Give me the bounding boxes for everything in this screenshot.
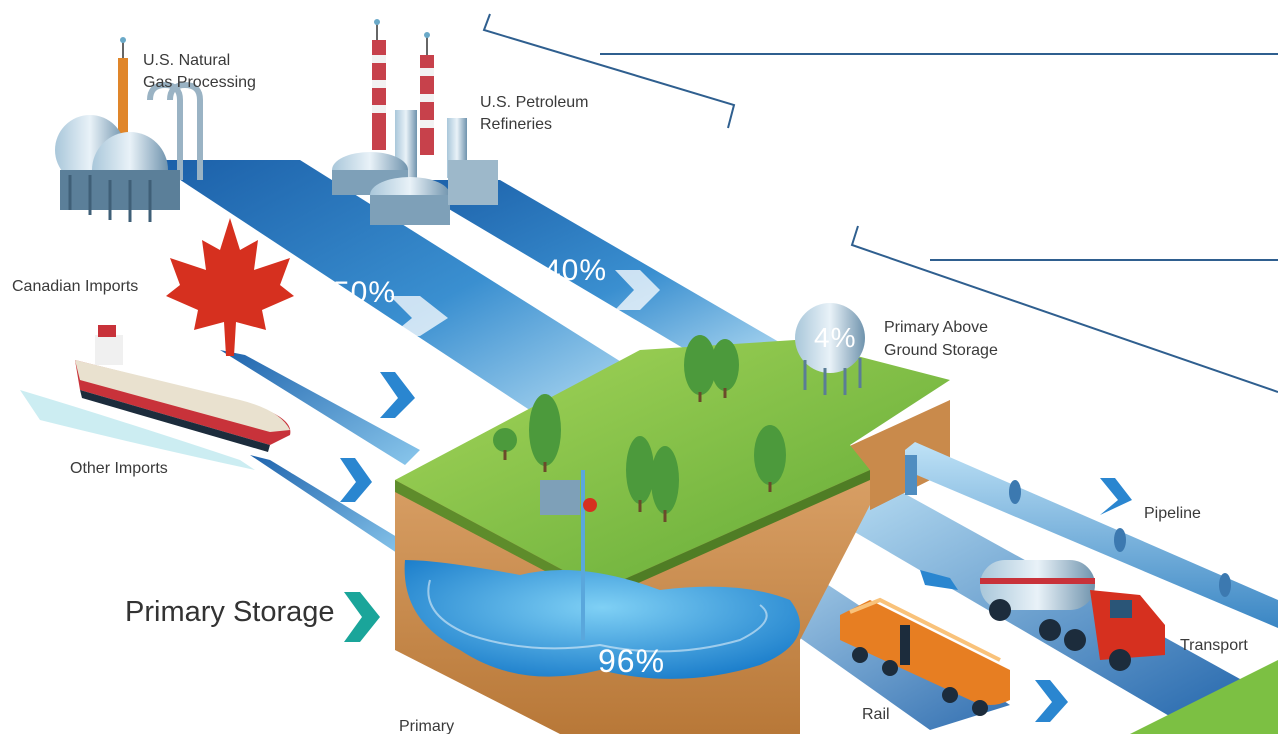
tanker-ship-illustration — [20, 325, 291, 470]
canadian-imports-label: Canadian Imports — [12, 278, 139, 295]
other-imports-percent: 3% — [288, 448, 334, 481]
above-ground-tank-illustration — [795, 303, 865, 395]
refineries-flow — [400, 180, 810, 370]
rail-car-illustration — [840, 597, 1010, 716]
underground-percent: 96% — [598, 643, 666, 679]
maple-leaf-icon — [166, 218, 294, 356]
bracket-line-middle — [850, 225, 1278, 393]
above-ground-storage-label: Primary Above Ground Storage — [884, 319, 998, 359]
above-ground-percent: 4% — [814, 322, 857, 353]
natural-gas-percent: 50% — [333, 276, 397, 309]
natural-gas-flow — [150, 160, 650, 430]
canadian-imports-flow — [220, 350, 420, 465]
natural-gas-label: U.S. Natural Gas Processing — [143, 52, 256, 91]
transport-label: Transport — [1180, 637, 1248, 654]
pipeline-illustration — [905, 442, 1278, 628]
flow-chevrons — [390, 270, 660, 336]
lower-right-field — [1130, 660, 1278, 734]
bracket-line-top — [482, 13, 1278, 129]
other-imports-flow — [250, 455, 410, 555]
rail-label: Rail — [862, 706, 890, 723]
primary-storage-title: Primary Storage — [125, 596, 335, 628]
primary-storage-chevron-icon — [344, 592, 380, 642]
refinery-illustration — [332, 19, 498, 225]
refineries-label: U.S. Petroleum Refineries — [480, 94, 589, 133]
import-chevrons — [340, 372, 1132, 722]
primary-bottom-label: Primary — [399, 718, 455, 734]
trees-illustration — [493, 335, 786, 522]
pipeline-label: Pipeline — [1144, 505, 1201, 522]
refineries-percent: 40% — [544, 254, 608, 287]
canadian-percent: 7% — [333, 362, 379, 395]
tank-truck-illustration — [980, 560, 1165, 671]
natural-gas-plant-illustration — [55, 37, 203, 222]
other-imports-label: Other Imports — [70, 460, 168, 477]
